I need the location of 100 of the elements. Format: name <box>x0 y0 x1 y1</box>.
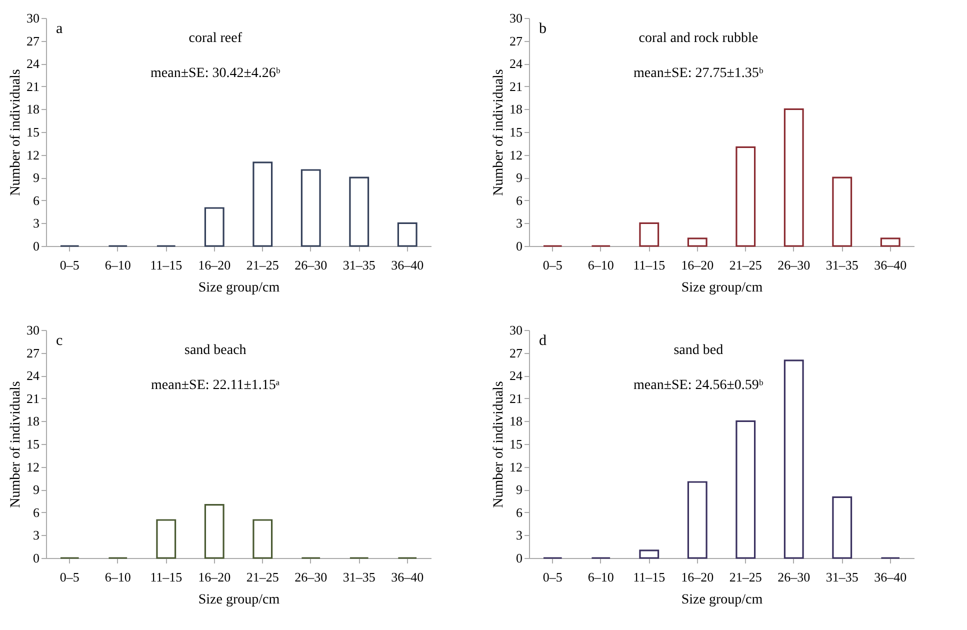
bar <box>252 519 273 559</box>
y-tick-label: 9 <box>33 482 40 498</box>
text: mean±SE: 30.42±4.26ᵇ <box>150 66 281 81</box>
y-tick-label: 30 <box>510 322 522 338</box>
x-tick-label: 26–30 <box>778 258 810 272</box>
x-tick-label: 26–30 <box>778 570 810 584</box>
x-tick-label: 31–35 <box>342 258 376 272</box>
y-tick-label: 3 <box>33 216 40 231</box>
y-tick-label: 0 <box>33 550 40 566</box>
x-tick-label: 0–5 <box>542 570 562 584</box>
x-tick-label: 11–15 <box>633 258 666 272</box>
bar <box>880 238 900 247</box>
text: coral reef <box>188 31 242 46</box>
x-tick-label: 31–35 <box>826 258 858 272</box>
text: sand beach <box>184 343 246 358</box>
y-tick-label: 24 <box>510 368 523 384</box>
y-tick-label: 6 <box>33 192 40 208</box>
x-axis-title: Size group/cm <box>681 592 763 608</box>
y-tick-label: 3 <box>516 528 522 543</box>
bar <box>832 496 852 559</box>
text: mean±SE: 24.56±0.59ᵇ <box>634 378 764 393</box>
y-axis-title: Number of individuals <box>492 381 506 508</box>
y-tick-label: 6 <box>516 504 523 520</box>
y-tick-label: 3 <box>33 528 40 543</box>
bar <box>784 360 804 559</box>
x-tick-label: 0–5 <box>60 258 80 272</box>
y-tick-label: 24 <box>510 56 523 72</box>
x-tick-label: 16–20 <box>681 258 714 272</box>
y-tick-label: 15 <box>510 436 522 452</box>
bar <box>639 550 660 559</box>
y-tick-label: 9 <box>516 170 522 186</box>
x-tick-label: 16–20 <box>198 258 231 272</box>
y-tick-label: 9 <box>516 482 522 498</box>
y-tick-label: 6 <box>33 504 40 520</box>
x-tick-label: 16–20 <box>681 570 714 584</box>
x-axis-title: Size group/cm <box>198 280 280 296</box>
bar <box>252 162 273 247</box>
x-tick-label: 21–25 <box>246 258 279 272</box>
annotation: a <box>56 21 63 37</box>
y-tick-label: 3 <box>516 216 522 231</box>
bar <box>397 222 418 247</box>
y-axis-title: Number of individuals <box>492 69 506 196</box>
annotation: c <box>56 333 63 349</box>
y-tick-label: 21 <box>26 78 40 94</box>
bar <box>736 420 756 559</box>
y-axis-title: Number of individuals <box>8 381 24 508</box>
bar <box>300 169 321 247</box>
bar <box>156 519 176 559</box>
x-tick-label: 16–20 <box>198 570 231 584</box>
x-tick-label: 11–15 <box>150 258 182 272</box>
y-tick-label: 27 <box>26 345 40 360</box>
x-tick-label: 36–40 <box>391 258 424 272</box>
y-tick-label: 12 <box>26 459 40 474</box>
y-tick-label: 24 <box>26 368 40 384</box>
y-tick-label: 18 <box>510 102 522 117</box>
x-tick-label: 21–25 <box>246 570 279 584</box>
bar <box>687 238 708 247</box>
y-tick-label: 24 <box>26 56 40 72</box>
y-tick-label: 21 <box>510 78 522 94</box>
annotation: d <box>539 333 547 349</box>
x-tick-label: 36–40 <box>874 570 907 584</box>
x-tick-label: 36–40 <box>874 258 907 272</box>
x-tick-label: 11–15 <box>150 570 182 584</box>
x-tick-label: 36–40 <box>391 570 424 584</box>
y-tick-label: 21 <box>510 390 522 406</box>
x-axis-title: Size group/cm <box>681 280 763 296</box>
y-tick-label: 15 <box>26 436 40 452</box>
bar <box>349 176 370 247</box>
y-tick-label: 18 <box>26 414 40 429</box>
y-tick-label: 18 <box>26 102 40 117</box>
y-tick-label: 15 <box>26 124 40 140</box>
y-tick-label: 0 <box>516 550 522 566</box>
bar <box>639 222 660 247</box>
x-tick-label: 6–10 <box>104 570 131 584</box>
bar <box>736 146 756 247</box>
y-tick-label: 0 <box>33 238 40 254</box>
text: sand bed <box>674 343 724 358</box>
y-tick-label: 30 <box>26 10 40 26</box>
text: coral and rock rubble <box>638 31 758 46</box>
x-tick-label: 21–25 <box>729 258 762 272</box>
y-tick-label: 9 <box>33 170 40 186</box>
x-tick-label: 6–10 <box>588 258 614 272</box>
y-tick-label: 6 <box>516 192 523 208</box>
bar <box>204 207 224 247</box>
y-tick-label: 27 <box>510 33 523 48</box>
y-tick-label: 12 <box>26 147 40 162</box>
y-tick-label: 21 <box>26 390 40 406</box>
y-tick-label: 15 <box>510 124 522 140</box>
x-tick-label: 31–35 <box>826 570 858 584</box>
y-tick-label: 27 <box>510 345 523 360</box>
x-tick-label: 6–10 <box>588 570 614 584</box>
bar <box>204 504 224 559</box>
x-tick-label: 26–30 <box>294 258 328 272</box>
y-axis-title: Number of individuals <box>8 69 24 196</box>
x-tick-label: 0–5 <box>542 258 562 272</box>
annotation: b <box>539 21 546 37</box>
y-tick-label: 18 <box>510 414 522 429</box>
y-tick-label: 12 <box>510 459 522 474</box>
y-tick-label: 27 <box>26 33 40 48</box>
x-tick-label: 6–10 <box>104 258 131 272</box>
